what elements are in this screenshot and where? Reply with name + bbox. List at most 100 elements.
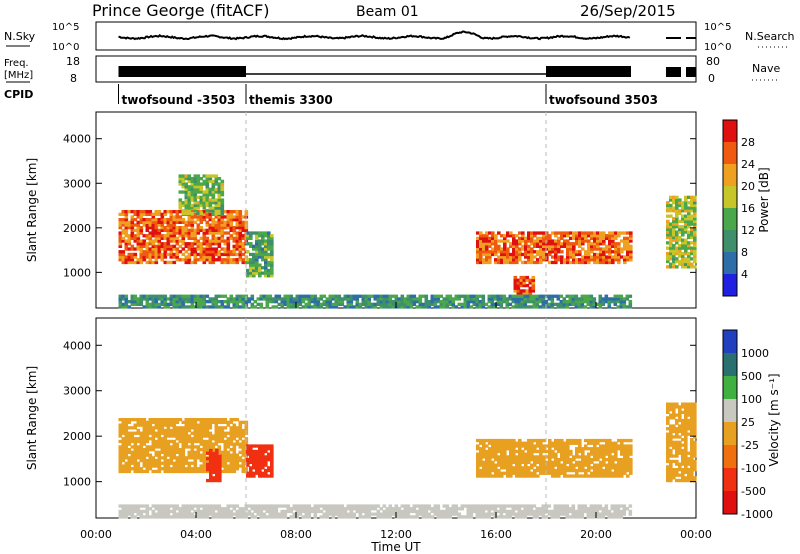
heatmap-cell — [267, 263, 271, 267]
heatmap-cell — [403, 300, 408, 304]
heatmap-cell — [148, 464, 153, 468]
heatmap-cell — [669, 402, 673, 406]
heatmap-cell — [145, 420, 150, 424]
heatmap-cell — [518, 455, 522, 459]
heatmap-cell — [681, 478, 685, 483]
heatmap-cell — [684, 262, 688, 266]
heatmap-cell — [562, 512, 567, 516]
heatmap-cell — [487, 300, 492, 304]
heatmap-cell — [623, 449, 627, 454]
heatmap-cell — [313, 509, 318, 514]
heatmap-cell — [379, 515, 384, 519]
heatmap-cell — [145, 302, 150, 306]
heatmap-cell — [220, 187, 225, 191]
heatmap-cell — [193, 182, 198, 186]
heatmap-cell — [187, 297, 192, 301]
heatmap-cell — [491, 252, 495, 257]
heatmap-cell — [175, 428, 180, 433]
heatmap-cell — [319, 302, 324, 306]
heatmap-cell — [181, 177, 186, 181]
heatmap-cell — [503, 471, 507, 475]
heatmap-cell — [391, 294, 396, 298]
heatmap-cell — [196, 515, 201, 519]
heatmap-cell — [548, 247, 552, 251]
heatmap-cell — [500, 466, 504, 470]
heatmap-cell — [478, 302, 483, 306]
heatmap-cell — [246, 463, 250, 467]
heatmap-cell — [678, 203, 682, 208]
heatmap-cell — [529, 512, 534, 516]
heatmap-cell — [678, 408, 682, 412]
heatmap-cell — [626, 255, 630, 259]
heatmap-cell — [509, 231, 513, 235]
colorbar-frame — [722, 119, 738, 297]
heatmap-cell — [681, 201, 685, 205]
heatmap-cell — [178, 507, 183, 511]
heatmap-cell — [349, 504, 354, 508]
heatmap-cell — [202, 174, 207, 178]
heatmap-cell — [130, 220, 135, 224]
heatmap-cell — [252, 260, 256, 265]
heatmap-cell — [121, 453, 126, 457]
heatmap-cell — [169, 423, 174, 427]
heatmap-cell — [669, 222, 673, 226]
heatmap-cell — [666, 225, 670, 229]
heatmap-cell — [121, 302, 126, 306]
heatmap-cell — [569, 255, 573, 259]
heatmap-cell — [205, 203, 210, 208]
heatmap-cell — [181, 252, 186, 257]
heatmap-cell — [611, 260, 615, 265]
heatmap-cell — [619, 294, 624, 298]
heatmap-cell — [364, 294, 369, 298]
heatmap-cell — [238, 258, 243, 262]
heatmap-cell — [678, 198, 682, 202]
freq-label-line2: [MHz] — [4, 70, 33, 81]
heatmap-cell — [154, 297, 159, 301]
heatmap-cell — [127, 431, 132, 435]
heatmap-cell — [496, 294, 501, 298]
heatmap-cell — [157, 464, 162, 468]
heatmap-cell — [214, 223, 219, 227]
heatmap-cell — [313, 302, 318, 306]
x-tick-label: 16:00 — [480, 528, 512, 541]
heatmap-cell — [190, 437, 195, 441]
heatmap-cell — [580, 515, 585, 519]
heatmap-cell — [578, 449, 582, 454]
heatmap-cell — [187, 512, 192, 516]
heatmap-cell — [611, 471, 615, 475]
heatmap-cell — [672, 195, 676, 199]
heatmap-cell — [208, 260, 213, 265]
heatmap-cell — [127, 239, 132, 243]
heatmap-cell — [666, 446, 670, 450]
heatmap-cell — [190, 445, 195, 449]
heatmap-cell — [121, 228, 126, 232]
heatmap-cell — [184, 305, 189, 309]
heatmap-cell — [487, 512, 492, 516]
heatmap-cell — [548, 441, 552, 445]
heatmap-cell — [681, 246, 685, 250]
heatmap-cell — [669, 203, 673, 208]
heatmap-cell — [684, 459, 688, 464]
heatmap-cell — [258, 449, 262, 454]
heatmap-cell — [118, 450, 123, 454]
heatmap-cell — [506, 455, 510, 459]
heatmap-cell — [599, 247, 603, 251]
heatmap-cell — [268, 294, 273, 298]
heatmap-cell — [301, 300, 306, 304]
heatmap-cell — [244, 220, 249, 224]
heatmap-cell — [270, 260, 274, 265]
heatmap-cell — [687, 421, 691, 425]
heatmap-cell — [118, 226, 123, 230]
heatmap-cell — [235, 428, 240, 433]
heatmap-cell — [264, 455, 268, 459]
heatmap-cell — [184, 228, 189, 232]
heatmap-cell — [687, 254, 691, 258]
heatmap-cell — [238, 300, 243, 304]
heatmap-cell — [193, 252, 198, 257]
heatmap-cell — [331, 512, 336, 516]
heatmap-cell — [264, 231, 268, 235]
heatmap-cell — [343, 507, 348, 511]
heatmap-cell — [681, 432, 685, 436]
heatmap-cell — [267, 231, 271, 235]
